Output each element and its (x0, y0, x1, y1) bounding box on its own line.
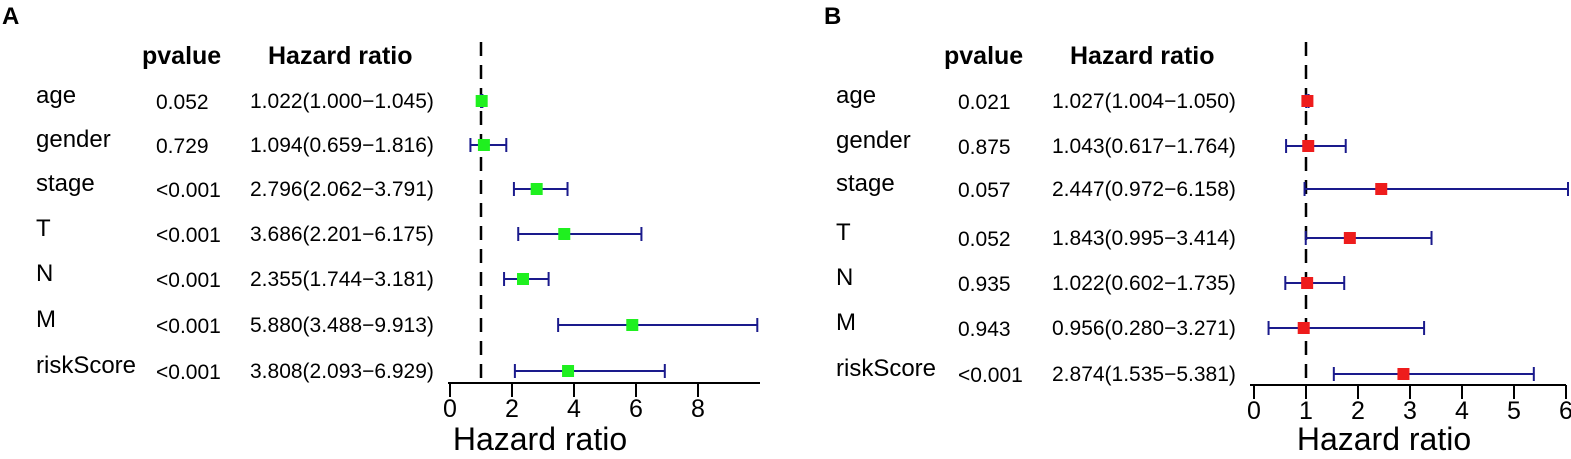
hazard-ratio-cell: 2.355(1.744−3.181) (250, 268, 434, 291)
hr-marker (626, 319, 639, 331)
pvalue-cell: 0.943 (958, 318, 1011, 341)
hazard-ratio-cell: 1.022(1.000−1.045) (250, 90, 434, 113)
pvalue-cell: 0.057 (958, 179, 1011, 202)
x-tick-label: 0 (1247, 397, 1261, 425)
variable-label: riskScore (836, 355, 936, 382)
pvalue-cell: 0.935 (958, 273, 1011, 296)
hazard-ratio-cell: 3.686(2.201−6.175) (250, 223, 434, 246)
variable-label: T (836, 219, 851, 246)
x-tick-label: 6 (1559, 397, 1571, 425)
variable-label: N (836, 264, 853, 291)
hr-marker (475, 95, 488, 107)
variable-label: stage (36, 170, 95, 197)
pvalue-column-header: pvalue (944, 42, 1023, 70)
x-tick-label: 4 (567, 395, 581, 423)
hazard-ratio-cell: 1.094(0.659−1.816) (250, 134, 434, 157)
pvalue-cell: <0.001 (156, 179, 221, 202)
x-tick-label: 0 (443, 395, 457, 423)
hr-marker (477, 139, 490, 151)
hazard-ratio-column-header: Hazard ratio (268, 42, 412, 70)
x-tick-label: 6 (629, 395, 643, 423)
variable-label: gender (36, 126, 111, 153)
pvalue-cell: 0.052 (156, 91, 209, 114)
hr-marker (1302, 140, 1315, 152)
hr-marker (1301, 277, 1314, 289)
hazard-ratio-cell: 1.843(0.995−3.414) (1052, 227, 1236, 250)
variable-label: age (836, 82, 876, 109)
hazard-ratio-cell: 1.027(1.004−1.050) (1052, 90, 1236, 113)
pvalue-cell: 0.729 (156, 135, 209, 158)
panel-label: A (2, 3, 19, 30)
variable-label: riskScore (36, 352, 136, 379)
hazard-ratio-cell: 3.808(2.093−6.929) (250, 360, 434, 383)
hr-marker (562, 365, 575, 377)
hazard-ratio-cell: 1.022(0.602−1.735) (1052, 272, 1236, 295)
x-tick-label: 4 (1455, 397, 1469, 425)
x-tick-label: 3 (1403, 397, 1417, 425)
panel-label: B (824, 3, 841, 30)
pvalue-column-header: pvalue (142, 42, 221, 70)
x-tick-label: 5 (1507, 397, 1521, 425)
hr-marker (1375, 183, 1388, 195)
variable-label: gender (836, 127, 911, 154)
pvalue-cell: 0.052 (958, 228, 1011, 251)
x-tick-label: 2 (505, 395, 519, 423)
hr-marker (1301, 95, 1314, 107)
pvalue-cell: <0.001 (156, 224, 221, 247)
variable-label: N (36, 260, 53, 287)
variable-label: M (36, 306, 56, 333)
hr-marker (530, 183, 543, 195)
pvalue-cell: <0.001 (958, 364, 1023, 387)
pvalue-cell: 0.021 (958, 91, 1011, 114)
pvalue-cell: <0.001 (156, 361, 221, 384)
hr-marker (1343, 232, 1356, 244)
hazard-ratio-cell: 2.796(2.062−3.791) (250, 178, 434, 201)
hazard-ratio-cell: 2.874(1.535−5.381) (1052, 363, 1236, 386)
x-axis-title: Hazard ratio (1297, 421, 1471, 457)
variable-label: stage (836, 170, 895, 197)
hr-marker (558, 228, 571, 240)
x-tick-label: 1 (1299, 397, 1313, 425)
hr-marker (517, 273, 530, 285)
hazard-ratio-cell: 0.956(0.280−3.271) (1052, 317, 1236, 340)
x-tick-label: 2 (1351, 397, 1365, 425)
hazard-ratio-cell: 2.447(0.972−6.158) (1052, 178, 1236, 201)
variable-label: T (36, 215, 51, 242)
hazard-ratio-cell: 1.043(0.617−1.764) (1052, 135, 1236, 158)
hr-marker (1297, 322, 1310, 334)
variable-label: age (36, 82, 76, 109)
pvalue-cell: <0.001 (156, 269, 221, 292)
hazard-ratio-column-header: Hazard ratio (1070, 42, 1214, 70)
x-tick-label: 8 (691, 395, 705, 423)
variable-label: M (836, 309, 856, 336)
pvalue-cell: <0.001 (156, 315, 221, 338)
hr-marker (1397, 368, 1410, 380)
x-axis-title: Hazard ratio (453, 421, 627, 457)
pvalue-cell: 0.875 (958, 136, 1011, 159)
hazard-ratio-cell: 5.880(3.488−9.913) (250, 314, 434, 337)
